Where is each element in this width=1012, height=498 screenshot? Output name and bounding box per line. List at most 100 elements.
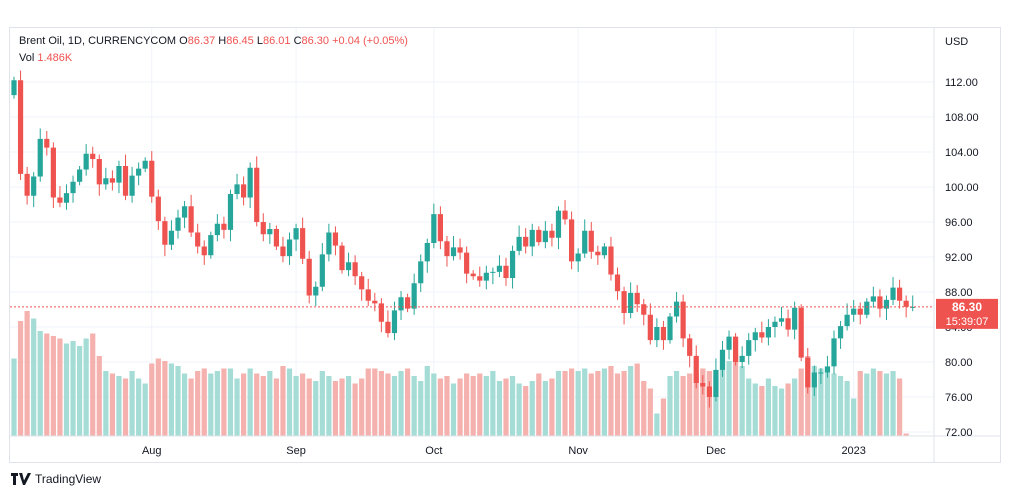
volume-bar — [188, 378, 194, 436]
candle-body — [778, 318, 785, 322]
volume-bar — [37, 331, 43, 436]
candle-body — [464, 252, 470, 274]
volume-value: 1.486K — [37, 52, 73, 64]
volume-bar — [431, 373, 437, 436]
volume-bar — [24, 311, 30, 436]
volume-bar — [844, 381, 850, 436]
volume-bar — [733, 353, 739, 436]
y-tick-label: 80.00 — [945, 357, 973, 369]
candle-body — [109, 178, 115, 183]
volume-bar — [280, 366, 286, 436]
volume-bar — [660, 398, 667, 436]
legend-ohlc: Brent Oil, 1D, CURRENCYCOM O86.37 H86.45… — [19, 35, 408, 47]
candle-body — [188, 206, 194, 233]
volume-bar — [903, 433, 909, 436]
candle-body — [359, 276, 365, 290]
volume-bar — [778, 388, 785, 436]
volume-bar — [713, 376, 719, 436]
volume-bar — [437, 378, 443, 436]
candle-body — [17, 80, 24, 174]
volume-bar — [149, 363, 155, 436]
candle-body — [634, 292, 640, 305]
candle-body — [70, 181, 76, 194]
candle-body — [805, 357, 811, 388]
volume-bar — [96, 356, 102, 436]
candle-body — [569, 219, 575, 262]
volume-bar — [719, 363, 726, 436]
volume-bar — [549, 378, 555, 436]
brand-name: TradingView — [35, 472, 102, 486]
candle-body — [149, 160, 155, 197]
candle-body — [890, 287, 896, 300]
volume-bar — [529, 381, 535, 436]
volume-bar — [765, 378, 771, 436]
candle-body — [63, 193, 70, 203]
candle-body — [601, 246, 607, 256]
volume-bar — [175, 366, 181, 436]
y-tick-label: 104.00 — [945, 147, 979, 159]
candle-body — [332, 232, 339, 246]
candle-body — [673, 301, 680, 317]
y-tick-label: 96.00 — [945, 217, 973, 229]
candle-body — [411, 283, 417, 309]
volume-bar — [129, 371, 135, 436]
volume-bar — [883, 373, 890, 436]
volume-bar — [378, 371, 384, 436]
candle-body — [221, 223, 227, 230]
volume-bar — [116, 376, 122, 436]
open-label: O — [179, 35, 188, 47]
volume-bar — [90, 333, 96, 436]
candle-body — [260, 222, 266, 235]
candlestick-chart[interactable]: 112.00108.00104.00100.0096.0092.0088.008… — [10, 28, 1000, 462]
candle-body — [864, 301, 870, 315]
candles — [11, 70, 916, 408]
volume-bar — [77, 346, 83, 436]
volume-bar — [569, 368, 575, 436]
volume-bar — [44, 333, 50, 436]
candle-body — [542, 230, 548, 243]
candle-body — [857, 308, 863, 315]
tradingview-logo[interactable]: TradingView — [11, 472, 101, 486]
volume-bar — [634, 363, 640, 436]
volume-bar — [142, 383, 148, 436]
volume-bar — [857, 371, 863, 436]
volume-bar — [195, 371, 201, 436]
volume-bar — [136, 378, 142, 436]
candle-body — [785, 318, 791, 330]
candle-body — [391, 310, 398, 334]
candle-body — [155, 196, 161, 222]
symbol-name[interactable]: Brent Oil, 1D, CURRENCYCOM — [19, 35, 177, 47]
volume-bar — [588, 373, 594, 436]
candle-body — [477, 276, 483, 281]
candle-body — [496, 265, 503, 272]
volume-bar — [332, 381, 339, 436]
volume-bar — [424, 366, 430, 436]
y-tick-label: 76.00 — [945, 392, 973, 404]
volume-bar — [509, 376, 516, 436]
candle-body — [444, 241, 450, 257]
x-tick-label: Sep — [286, 445, 306, 457]
candle-body — [234, 184, 240, 194]
volume-bar — [221, 368, 227, 436]
candle-body — [142, 160, 148, 169]
high-value: 86.45 — [226, 35, 254, 47]
candle-body — [372, 300, 378, 304]
volume-bar — [752, 383, 758, 436]
volume-bar — [418, 381, 424, 436]
volume-bar — [313, 381, 319, 436]
high-label: H — [218, 35, 227, 47]
volume-bar — [267, 371, 273, 436]
candle-body — [752, 332, 758, 341]
volume-bar — [542, 381, 548, 436]
candle-body — [667, 316, 673, 341]
volume-bar — [693, 373, 699, 436]
candle-body — [457, 247, 463, 253]
candle-body — [195, 232, 201, 247]
volume-bar — [201, 368, 207, 436]
candle-body — [352, 262, 358, 277]
volume-bar — [411, 376, 417, 436]
volume-bar — [877, 371, 883, 436]
candle-body — [385, 321, 391, 334]
candle-body — [897, 287, 903, 301]
tradingview-icon — [11, 473, 31, 485]
